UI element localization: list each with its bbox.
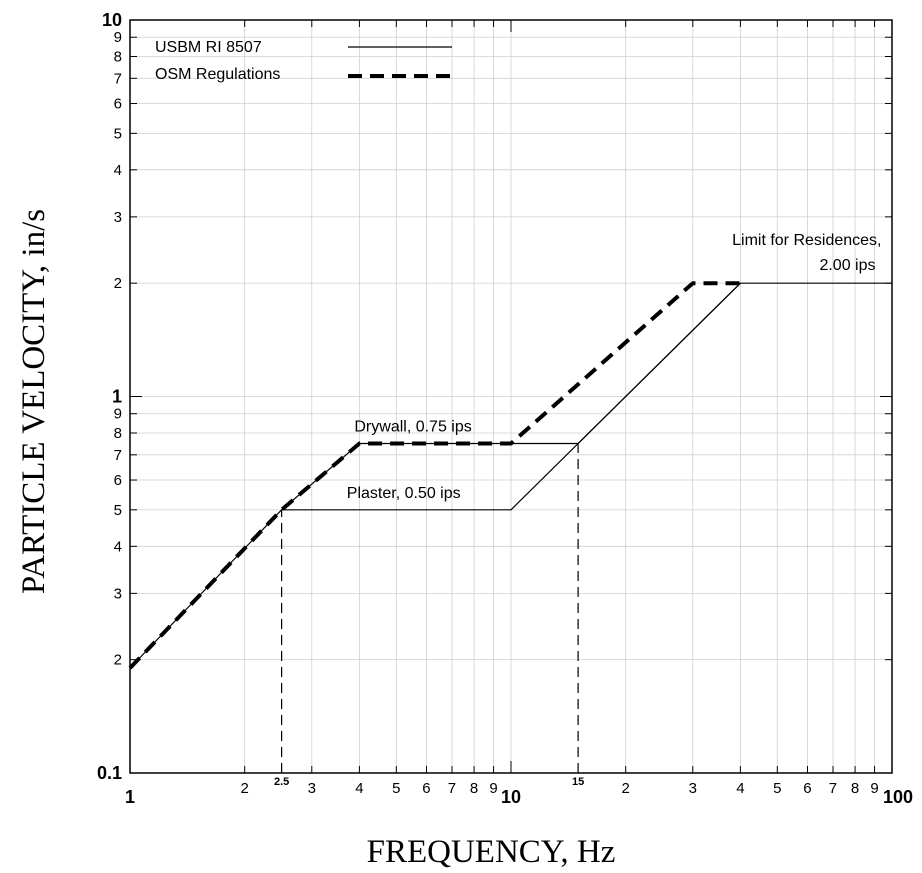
ticks <box>129 19 893 774</box>
x-tick-label: 8 <box>470 780 478 797</box>
x-tick-label: 10 <box>501 787 521 807</box>
series-line-usbm-plaster <box>281 282 741 511</box>
y-tick-label: 5 <box>114 502 122 519</box>
annotations: Drywall, 0.75 ips Plaster, 0.50 ips Limit … <box>347 232 882 502</box>
y-tick-label: 7 <box>114 447 122 464</box>
x-tick-label: 7 <box>829 780 837 797</box>
annotation-plaster: Plaster, 0.50 ips <box>347 485 461 502</box>
y-tick-label: 8 <box>114 48 122 65</box>
x-tick-label: 9 <box>489 780 497 797</box>
x-axis-title: FREQUENCY, Hz <box>367 834 616 870</box>
y-tick-label: 3 <box>114 585 122 602</box>
y-tick-label: 0.1 <box>97 763 122 783</box>
y-tick-label: 1 <box>112 387 122 407</box>
x-tick-label: 3 <box>308 780 316 797</box>
reference-lines <box>281 443 579 773</box>
annotation-drywall: Drywall, 0.75 ips <box>354 419 471 436</box>
x-special-tick-label: 15 <box>572 776 584 788</box>
x-tick-label: 1 <box>125 787 135 807</box>
x-tick-label: 6 <box>803 780 811 797</box>
x-tick-label: 2 <box>622 780 630 797</box>
x-tick-label: 4 <box>355 780 363 797</box>
y-tick-label: 7 <box>114 70 122 87</box>
legend: USBM RI 8507 OSM Regulations <box>155 39 452 83</box>
legend-label-osm: OSM Regulations <box>155 66 280 83</box>
annotation-residences-value: 2.00 ips <box>819 257 875 274</box>
x-tick-label: 5 <box>773 780 781 797</box>
y-tick-label: 10 <box>102 10 122 30</box>
y-tick-label: 6 <box>114 472 122 489</box>
x-tick-label: 2 <box>241 780 249 797</box>
series-line-osm <box>128 281 741 670</box>
x-tick-label: 5 <box>392 780 400 797</box>
x-tick-label: 4 <box>736 780 744 797</box>
y-tick-label: 8 <box>114 425 122 442</box>
y-tick-label: 6 <box>114 96 122 113</box>
x-tick-label: 100 <box>883 787 913 807</box>
y-axis-title: PARTICLE VELOCITY, in/s <box>16 209 52 594</box>
y-tick-label: 4 <box>114 538 122 555</box>
x-tick-label: 7 <box>448 780 456 797</box>
legend-label-usbm: USBM RI 8507 <box>155 39 262 56</box>
x-tick-label: 9 <box>870 780 878 797</box>
grid <box>129 19 893 774</box>
annotation-residences: Limit for Residences, <box>732 232 881 249</box>
y-tick-label: 5 <box>114 125 122 142</box>
x-tick-label: 8 <box>851 780 859 797</box>
y-tick-label: 4 <box>114 162 122 179</box>
series-lines <box>128 281 892 670</box>
y-tick-label: 9 <box>114 406 122 423</box>
x-tick-label: 3 <box>689 780 697 797</box>
y-tick-label: 9 <box>114 29 122 46</box>
y-tick-label: 2 <box>114 275 122 292</box>
y-tick-label: 2 <box>114 652 122 669</box>
y-tick-label: 3 <box>114 209 122 226</box>
x-special-tick-label: 2.5 <box>274 776 289 788</box>
x-tick-label: 6 <box>422 780 430 797</box>
